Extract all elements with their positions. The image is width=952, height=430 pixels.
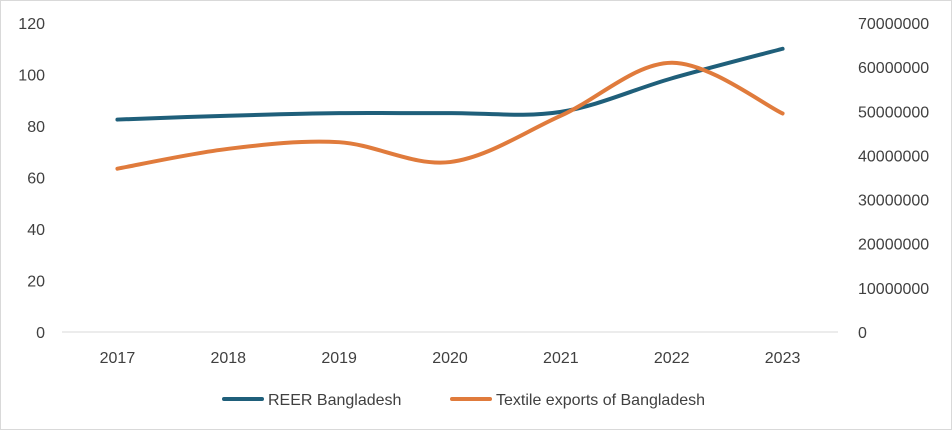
y-left-tick-label: 0 <box>36 325 45 342</box>
y-right-tick-label: 20000000 <box>858 237 929 254</box>
x-tick-label: 2017 <box>100 350 136 367</box>
series-line-textile-exports <box>115 60 785 171</box>
y-left-tick-label: 80 <box>27 119 45 136</box>
y-left-axis: 0 20 40 60 80 100 120 <box>18 16 45 342</box>
y-right-tick-label: 0 <box>858 325 867 342</box>
y-right-axis: 0 10000000 20000000 30000000 40000000 5000000… <box>858 16 929 342</box>
y-left-tick-label: 60 <box>27 171 45 188</box>
y-left-tick-label: 100 <box>18 68 45 85</box>
y-left-tick-label: 120 <box>18 16 45 33</box>
y-right-tick-label: 40000000 <box>858 148 929 165</box>
x-tick-label: 2018 <box>210 350 246 367</box>
series-lines <box>115 46 785 171</box>
legend-label-textile-exports: Textile exports of Bangladesh <box>496 392 705 409</box>
y-right-tick-label: 30000000 <box>858 193 929 210</box>
x-tick-label: 2023 <box>765 350 801 367</box>
y-right-tick-label: 60000000 <box>858 60 929 77</box>
y-right-tick-label: 50000000 <box>858 104 929 121</box>
y-left-tick-label: 40 <box>27 222 45 239</box>
y-right-tick-label: 70000000 <box>858 16 929 33</box>
y-left-tick-label: 20 <box>27 274 45 291</box>
x-tick-label: 2020 <box>432 350 468 367</box>
legend-label-reer: REER Bangladesh <box>268 392 401 409</box>
y-right-tick-label: 10000000 <box>858 281 929 298</box>
x-axis: 2017 2018 2019 2020 2021 2022 2023 <box>100 350 801 367</box>
series-line-reer <box>115 46 785 122</box>
x-tick-label: 2022 <box>654 350 690 367</box>
x-tick-label: 2019 <box>321 350 357 367</box>
legend: REER Bangladesh Textile exports of Bangl… <box>222 392 705 409</box>
x-tick-label: 2021 <box>543 350 579 367</box>
